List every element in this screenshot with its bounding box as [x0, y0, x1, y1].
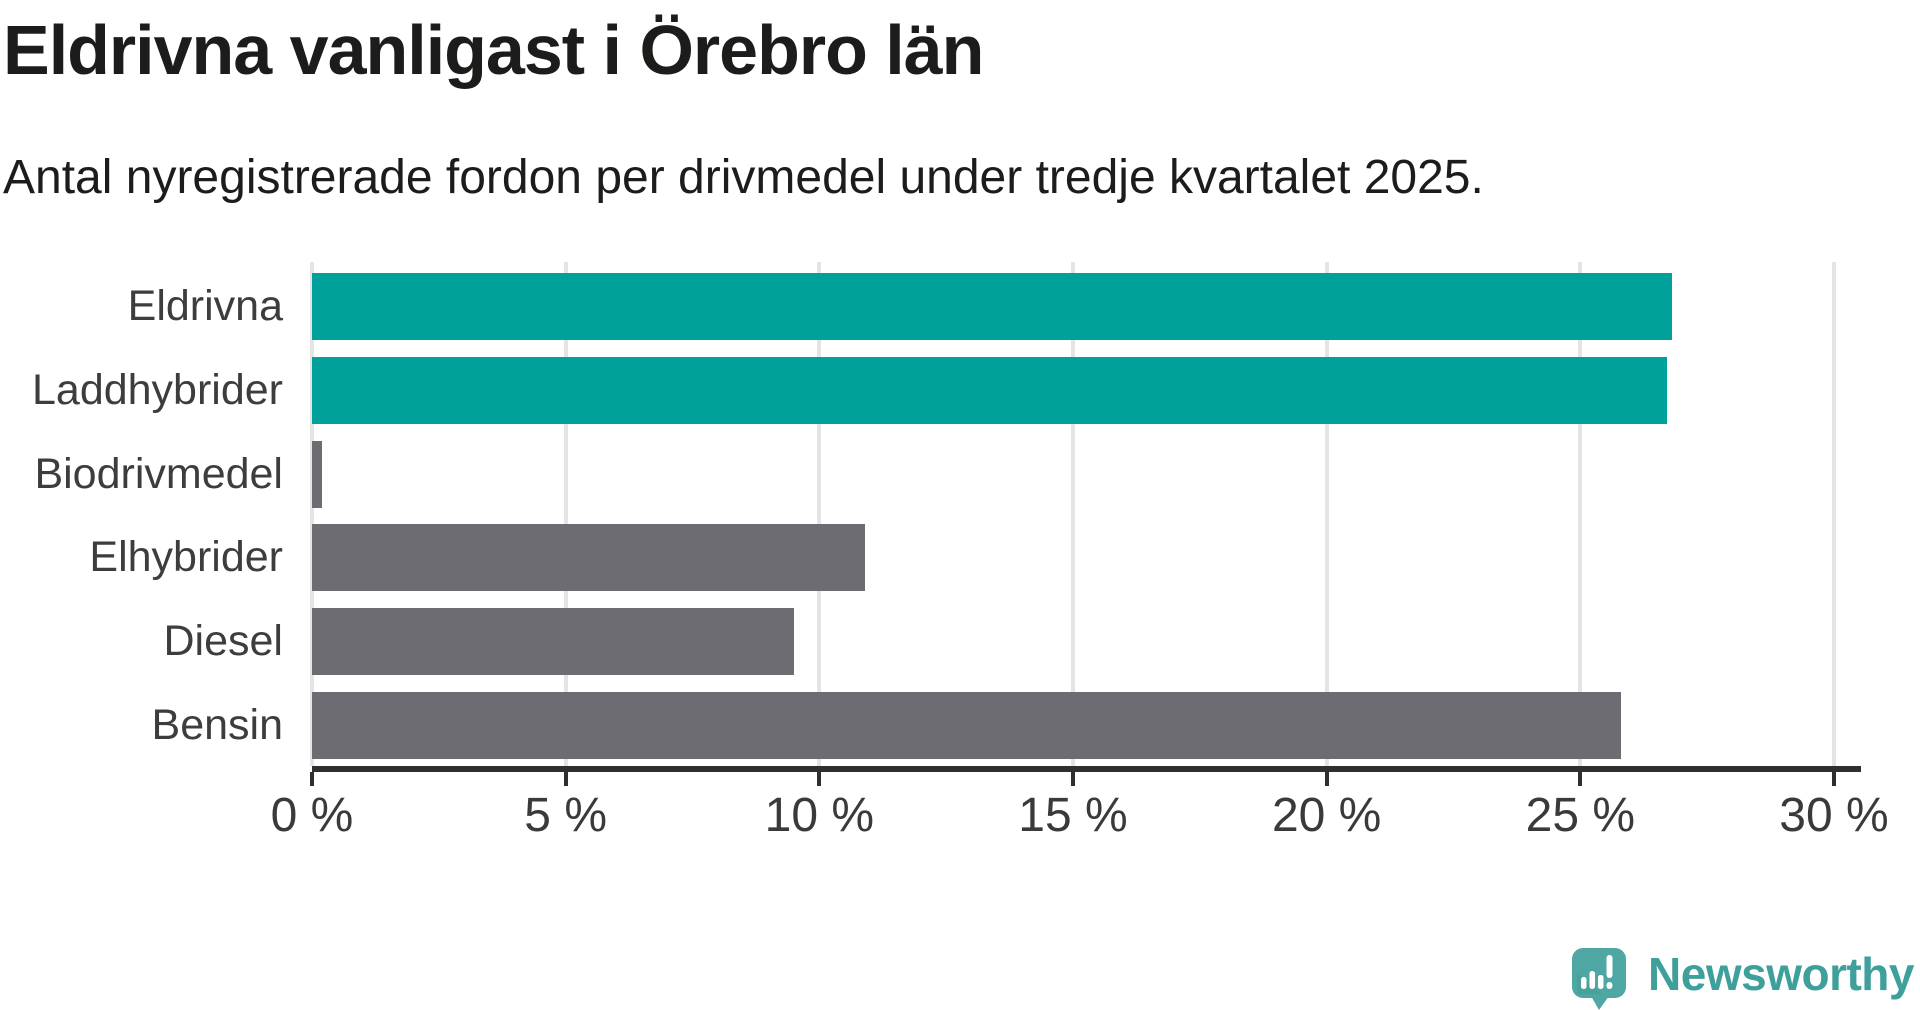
newsworthy-logo-icon [1572, 948, 1627, 1010]
bar-elhybrider [312, 524, 865, 592]
gridline-25 [1578, 262, 1583, 766]
x-tick-label-0: 0 % [270, 789, 354, 842]
x-tick-label-30: 30 % [1779, 789, 1889, 842]
newsworthy-logo: Newsworthy [1572, 948, 1914, 1010]
x-axis-tick-25 [1578, 772, 1583, 786]
gridline-0 [310, 262, 314, 766]
bar-bensin [312, 692, 1621, 759]
x-axis-tick-20 [1324, 772, 1329, 786]
x-tick-label-15: 15 % [1018, 789, 1128, 842]
chart-subtitle: Antal nyregistrerade fordon per drivmede… [3, 151, 1484, 204]
x-axis-tick-0 [310, 772, 314, 786]
gridline-20 [1324, 262, 1329, 766]
gridline-15 [1071, 262, 1075, 766]
logo-chart-bar-1 [1581, 977, 1587, 989]
x-tick-label-20: 20 % [1271, 789, 1382, 842]
chart-title: Eldrivna vanligast i Örebro län [3, 11, 984, 89]
category-label-biodrivmedel: Biodrivmedel [34, 449, 283, 498]
x-axis-tick-15 [1071, 772, 1075, 786]
category-label-bensin: Bensin [151, 701, 283, 749]
logo-chart-bar-3 [1598, 975, 1604, 989]
x-tick-label-10: 10 % [764, 789, 875, 842]
bar-laddhybrider [312, 356, 1667, 424]
x-tick-label-25: 25 % [1525, 789, 1636, 842]
logo-chart-bar-2 [1589, 971, 1596, 989]
x-axis-tick-30 [1832, 772, 1836, 786]
gridline-30 [1832, 262, 1836, 766]
bar-biodrivmedel [312, 440, 323, 508]
x-tick-label-5: 5 % [524, 789, 608, 842]
gridline-10 [817, 262, 822, 766]
newsworthy-logo-text: Newsworthy [1648, 948, 1914, 1000]
bar-eldrivna [312, 273, 1672, 340]
category-label-laddhybrider: Laddhybrider [31, 365, 283, 414]
logo-bubble-tail [1591, 996, 1610, 1010]
gridline-5 [563, 262, 568, 766]
logo-exclamation-dot [1606, 982, 1613, 989]
logo-exclamation-bar [1606, 955, 1613, 978]
category-label-diesel: Diesel [163, 617, 284, 666]
bar-diesel [312, 608, 794, 676]
x-axis-tick-5 [563, 772, 568, 786]
category-label-elhybrider: Elhybrider [89, 533, 283, 582]
x-axis-tick-10 [817, 772, 822, 786]
x-axis-line [312, 766, 1861, 772]
category-label-eldrivna: Eldrivna [127, 282, 283, 330]
